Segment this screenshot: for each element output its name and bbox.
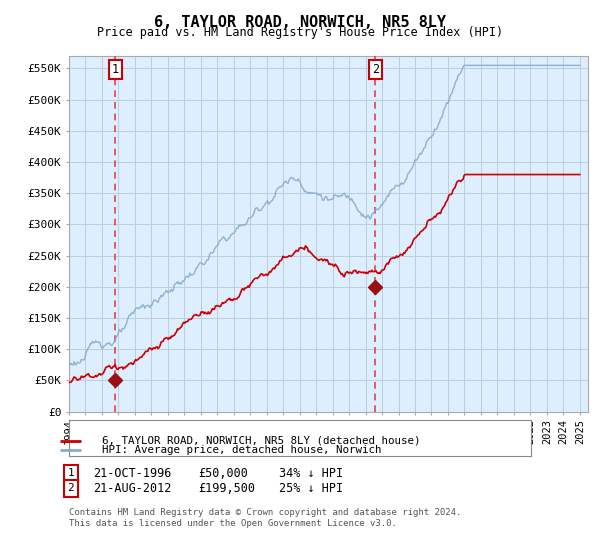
Text: £50,000: £50,000 <box>198 466 248 480</box>
Text: 6, TAYLOR ROAD, NORWICH, NR5 8LY (detached house): 6, TAYLOR ROAD, NORWICH, NR5 8LY (detach… <box>102 436 421 446</box>
Text: 1: 1 <box>67 468 74 478</box>
Text: 21-OCT-1996: 21-OCT-1996 <box>93 466 172 480</box>
Text: Contains HM Land Registry data © Crown copyright and database right 2024.
This d: Contains HM Land Registry data © Crown c… <box>69 508 461 528</box>
Text: 6, TAYLOR ROAD, NORWICH, NR5 8LY: 6, TAYLOR ROAD, NORWICH, NR5 8LY <box>154 15 446 30</box>
Text: 21-AUG-2012: 21-AUG-2012 <box>93 482 172 495</box>
Text: 2: 2 <box>372 63 379 76</box>
Text: £199,500: £199,500 <box>198 482 255 495</box>
Text: HPI: Average price, detached house, Norwich: HPI: Average price, detached house, Norw… <box>102 445 382 455</box>
Text: 1: 1 <box>112 63 119 76</box>
Text: 2: 2 <box>67 483 74 493</box>
Text: Price paid vs. HM Land Registry's House Price Index (HPI): Price paid vs. HM Land Registry's House … <box>97 26 503 39</box>
Text: 34% ↓ HPI: 34% ↓ HPI <box>279 466 343 480</box>
Text: 25% ↓ HPI: 25% ↓ HPI <box>279 482 343 495</box>
